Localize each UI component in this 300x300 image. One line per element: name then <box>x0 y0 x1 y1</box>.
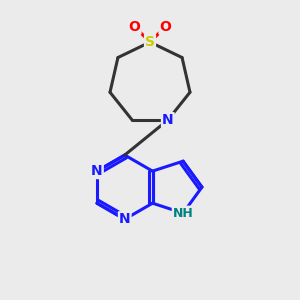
Text: O: O <box>129 20 140 34</box>
Text: NH: NH <box>173 207 194 220</box>
Text: O: O <box>160 20 171 34</box>
Text: N: N <box>119 212 130 226</box>
Text: N: N <box>162 113 174 127</box>
Text: N: N <box>91 164 103 178</box>
Text: S: S <box>145 35 155 49</box>
